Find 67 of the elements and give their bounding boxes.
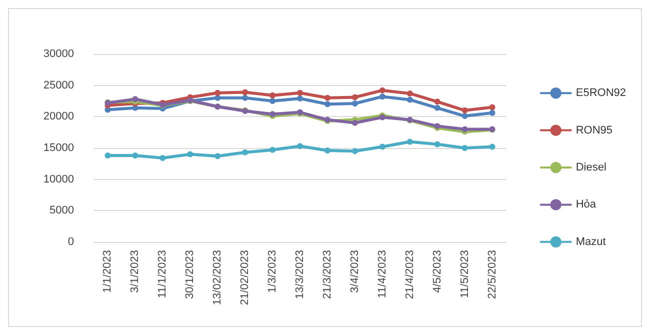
point xyxy=(406,90,413,96)
point xyxy=(406,96,413,103)
y-tick-label: 0 xyxy=(68,236,74,248)
point xyxy=(214,153,221,160)
point xyxy=(160,155,166,162)
point xyxy=(242,89,248,96)
y-tick-label: 30000 xyxy=(43,48,74,60)
x-tick-label: 21/3/2023 xyxy=(321,250,334,299)
point xyxy=(214,94,221,101)
x-tick-label: 11/1/2023 xyxy=(156,250,169,298)
x-tick-label: 30/1/2023 xyxy=(184,250,196,299)
point xyxy=(462,126,468,132)
x-tick-label: 22/5/2023 xyxy=(486,250,498,299)
x-tick-label: 21/4/2023 xyxy=(404,250,416,299)
point xyxy=(434,104,440,111)
point xyxy=(187,151,194,158)
y-tick-label: 5000 xyxy=(50,204,74,217)
x-tick-label: 1/3/2023 xyxy=(266,250,279,293)
point xyxy=(352,94,358,100)
point xyxy=(324,148,330,154)
x-tick-label: 4/5/2023 xyxy=(431,250,444,293)
legend-label: Hỏa xyxy=(576,198,597,211)
x-tick-label: 11/5/2023 xyxy=(458,250,471,298)
point xyxy=(489,110,496,116)
y-tick-label: 20000 xyxy=(43,110,74,123)
y-tick-label: 15000 xyxy=(43,142,74,154)
point xyxy=(297,90,303,96)
point xyxy=(270,92,276,98)
point xyxy=(104,152,111,159)
point xyxy=(132,152,138,159)
point xyxy=(242,149,248,156)
x-tick-label: 3/1/2023 xyxy=(129,250,142,293)
point xyxy=(352,100,358,107)
x-tick-label: 13/02/2023 xyxy=(212,250,224,306)
point xyxy=(324,94,330,101)
point xyxy=(462,113,468,120)
legend-label: E5RON92 xyxy=(576,87,626,100)
point xyxy=(270,146,276,153)
point xyxy=(132,96,138,102)
point xyxy=(462,145,468,151)
point xyxy=(352,120,358,126)
x-tick-label: 1/1/2023 xyxy=(102,250,114,293)
point xyxy=(379,87,386,94)
point xyxy=(434,98,440,105)
x-tick-label: 11/4/2023 xyxy=(376,250,388,298)
x-tick-label: 13/3/2023 xyxy=(294,250,306,299)
point xyxy=(214,90,221,96)
x-tick-label: 21/02/2023 xyxy=(239,250,252,306)
x-tick-label: 3/4/2023 xyxy=(348,250,361,293)
legend-label: Diesel xyxy=(576,162,606,174)
point xyxy=(297,95,303,102)
legend-label: Mazut xyxy=(576,236,606,248)
legend-label: RON95 xyxy=(576,124,613,136)
point xyxy=(379,94,386,100)
point xyxy=(379,144,386,150)
point xyxy=(489,104,496,110)
point xyxy=(297,143,303,150)
point xyxy=(406,138,413,145)
point xyxy=(270,98,276,104)
y-tick-label: 25000 xyxy=(43,79,74,92)
y-tick-label: 10000 xyxy=(43,173,74,186)
point xyxy=(434,141,440,148)
point xyxy=(324,101,330,108)
point xyxy=(462,107,468,114)
point xyxy=(242,94,248,101)
point xyxy=(489,144,496,150)
point xyxy=(352,148,358,154)
